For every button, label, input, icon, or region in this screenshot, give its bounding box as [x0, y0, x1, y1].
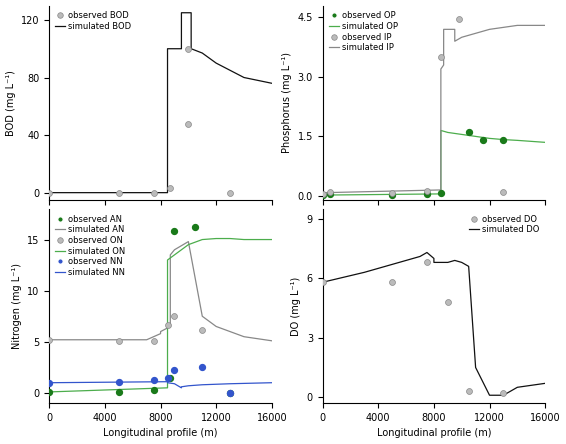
Point [422, 259, 431, 266]
Point [499, 390, 508, 397]
X-axis label: Longitudinal profile (m): Longitudinal profile (m) [104, 428, 218, 438]
Y-axis label: Phosphorus (mg L⁻¹): Phosphorus (mg L⁻¹) [282, 52, 292, 153]
Point [149, 189, 158, 196]
Legend: observed BOD, simulated BOD: observed BOD, simulated BOD [54, 10, 133, 33]
Point [318, 279, 327, 286]
Point [499, 137, 508, 144]
Point [45, 379, 54, 386]
Point [464, 388, 473, 395]
Point [114, 337, 123, 345]
Point [45, 189, 54, 196]
Point [149, 376, 158, 383]
Point [318, 190, 327, 198]
Point [114, 378, 123, 385]
Point [422, 190, 431, 198]
Point [163, 374, 172, 381]
Y-axis label: Nitrogen (mg L⁻¹): Nitrogen (mg L⁻¹) [12, 263, 22, 349]
Point [318, 191, 327, 198]
Point [184, 120, 193, 127]
Point [170, 313, 179, 320]
Point [45, 389, 54, 396]
Legend: observed DO, simulated DO: observed DO, simulated DO [467, 213, 541, 236]
Point [388, 189, 397, 196]
Point [325, 190, 334, 198]
Legend: observed OP, simulated OP, observed IP, simulated IP: observed OP, simulated OP, observed IP, … [327, 10, 400, 54]
Point [499, 188, 508, 195]
Point [170, 228, 179, 235]
Y-axis label: DO (mg L⁻¹): DO (mg L⁻¹) [291, 277, 301, 336]
X-axis label: Longitudinal profile (m): Longitudinal profile (m) [376, 428, 491, 438]
Point [226, 389, 235, 396]
Point [198, 364, 207, 371]
Point [443, 298, 452, 305]
Point [114, 388, 123, 396]
Point [166, 185, 175, 192]
Point [454, 16, 464, 23]
Point [464, 129, 473, 136]
Point [149, 337, 158, 345]
Point [388, 191, 397, 198]
Point [436, 54, 445, 61]
Point [436, 189, 445, 196]
Point [388, 279, 397, 286]
Point [226, 389, 235, 396]
Y-axis label: BOD (mg L⁻¹): BOD (mg L⁻¹) [6, 70, 15, 135]
Point [198, 326, 207, 333]
Point [191, 224, 200, 231]
Legend: observed AN, simulated AN, observed ON, simulated ON, observed NN, simulated NN: observed AN, simulated AN, observed ON, … [54, 213, 127, 279]
Point [325, 188, 334, 195]
Point [422, 187, 431, 194]
Point [226, 189, 235, 196]
Point [114, 189, 123, 196]
Point [163, 322, 172, 329]
Point [226, 389, 235, 396]
Point [45, 336, 54, 343]
Point [184, 45, 193, 52]
Point [170, 367, 179, 374]
Point [478, 137, 487, 144]
Point [149, 386, 158, 393]
Point [166, 374, 175, 381]
